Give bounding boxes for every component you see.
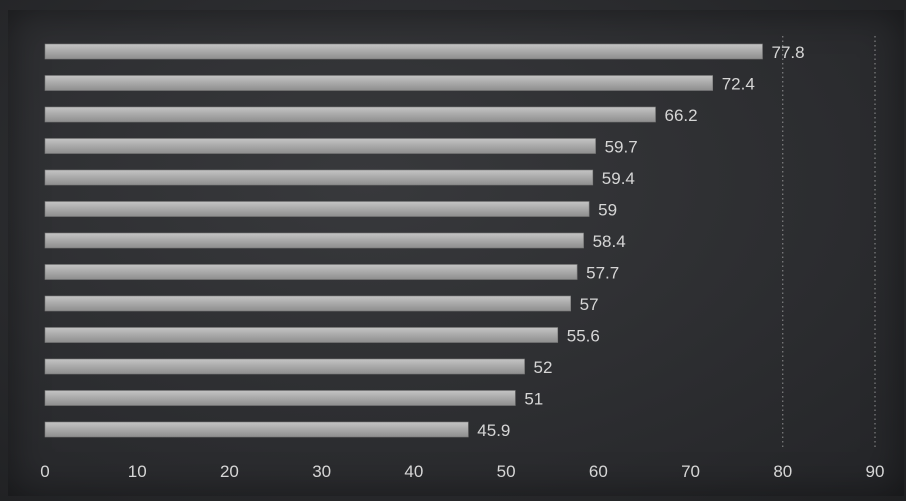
x-tick-label-10: 10 (128, 462, 147, 481)
data-label-10: 55.6 (567, 327, 600, 346)
data-label-6: 59 (598, 201, 617, 220)
x-tick-label-60: 60 (589, 462, 608, 481)
bars (44, 43, 763, 438)
bar-6 (44, 201, 590, 217)
horizontal-bar-chart: 77.8 72.4 66.2 59.7 59.4 59 58.4 57.7 57 55.6 52 51… (40, 36, 884, 481)
bar-9 (44, 295, 571, 312)
bar-10 (44, 327, 559, 343)
data-label-13: 45.9 (477, 421, 510, 440)
data-label-2: 72.4 (722, 75, 755, 94)
data-label-12: 51 (524, 390, 543, 409)
bar-13 (44, 421, 469, 438)
data-label-9: 57 (580, 295, 599, 314)
data-label-5: 59.4 (602, 169, 635, 188)
data-label-1: 77.8 (771, 43, 804, 62)
x-tick-label-50: 50 (497, 462, 516, 481)
data-label-4: 59.7 (605, 138, 638, 157)
data-label-11: 52 (534, 358, 553, 377)
x-axis-ticks: 0 10 20 30 40 50 60 70 80 90 (40, 462, 884, 481)
x-tick-label-40: 40 (404, 462, 423, 481)
data-label-7: 58.4 (593, 232, 626, 251)
bar-5 (44, 169, 594, 186)
bar-8 (44, 264, 578, 280)
bar-12 (44, 390, 516, 406)
data-labels: 77.8 72.4 66.2 59.7 59.4 59 58.4 57.7 57 55.6 52 51… (477, 43, 804, 440)
x-tick-label-70: 70 (681, 462, 700, 481)
x-tick-label-90: 90 (866, 462, 885, 481)
bar-1 (44, 43, 763, 60)
bar-3 (44, 106, 656, 123)
data-label-3: 66.2 (665, 106, 698, 125)
x-tick-label-0: 0 (40, 462, 49, 481)
x-tick-label-20: 20 (220, 462, 239, 481)
chart-panel: 77.8 72.4 66.2 59.7 59.4 59 58.4 57.7 57 55.6 52 51… (8, 10, 904, 496)
x-tick-label-80: 80 (773, 462, 792, 481)
bar-2 (44, 75, 713, 91)
bar-7 (44, 232, 584, 249)
bar-4 (44, 138, 596, 154)
data-label-8: 57.7 (586, 264, 619, 283)
gridlines (782, 36, 876, 450)
x-tick-label-30: 30 (312, 462, 331, 481)
bar-11 (44, 358, 525, 375)
